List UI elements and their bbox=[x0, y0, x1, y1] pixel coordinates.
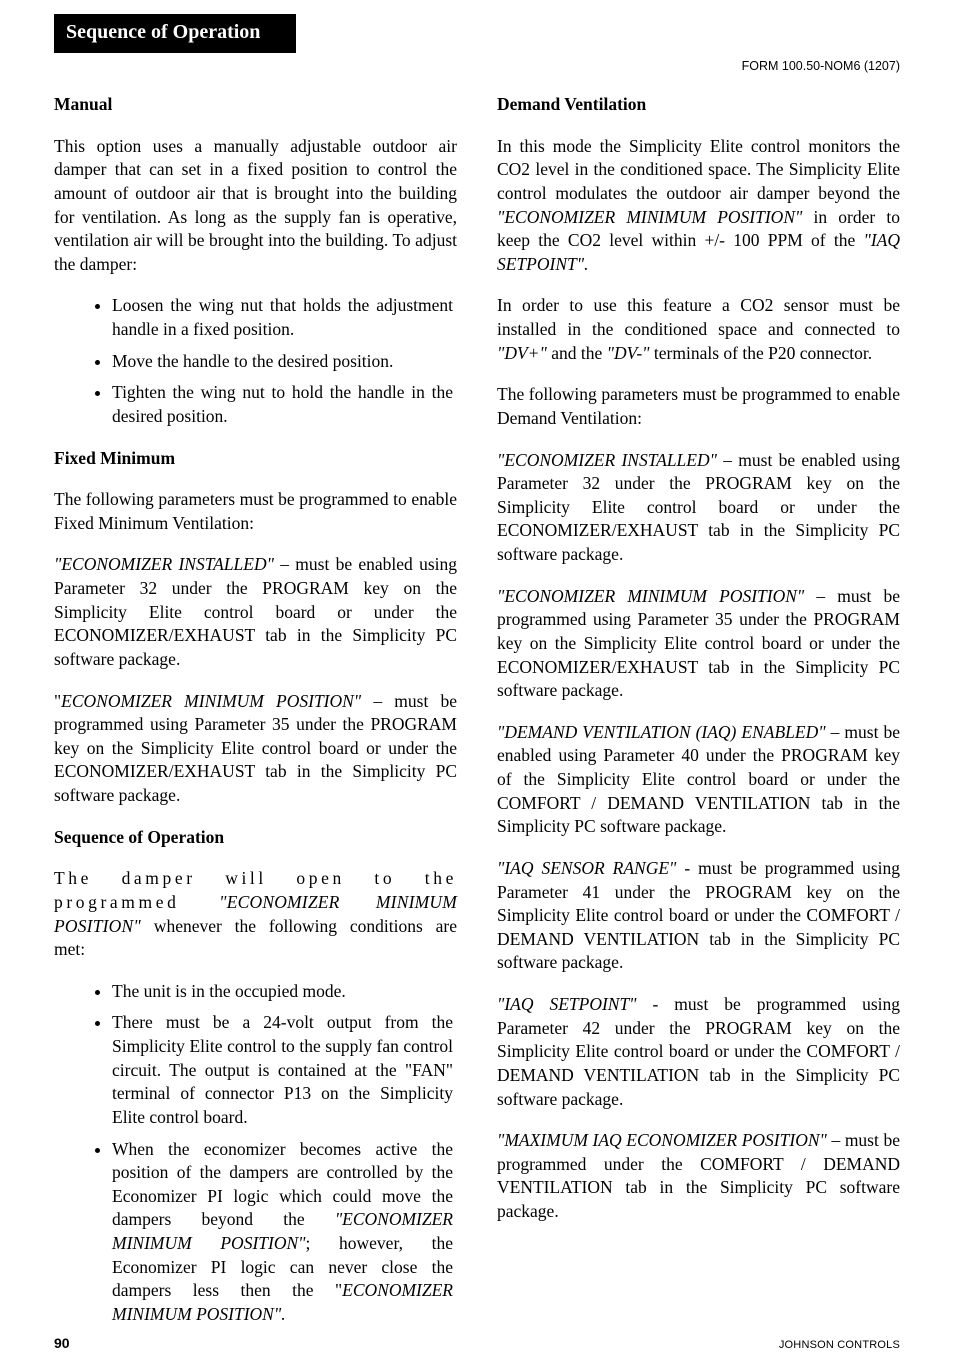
text: terminals of the P20 connector. bbox=[650, 343, 873, 363]
para-dv-iaq-enabled: "DEMAND VENTILATION (IAQ) ENABLED" – mus… bbox=[497, 721, 900, 839]
terminal-name: "DV+" bbox=[497, 343, 547, 363]
list-item: There must be a 24-volt output from the … bbox=[112, 1011, 457, 1129]
para-dv-overview: In this mode the Simplicity Elite contro… bbox=[497, 135, 900, 277]
list-item: When the economizer becomes active the p… bbox=[112, 1138, 457, 1327]
para-fixed-economizer-installed: "ECONOMIZER INSTALLED" – must be enabled… bbox=[54, 553, 457, 671]
para-dv-max-iaq-econ-pos: "MAXIMUM IAQ ECONOMIZER POSITION" – must… bbox=[497, 1129, 900, 1224]
para-fixed-intro: The following parameters must be program… bbox=[54, 488, 457, 535]
para-dv-iaq-sensor-range: "IAQ SENSOR RANGE" - must be programmed … bbox=[497, 857, 900, 975]
heading-demand-ventilation: Demand Ventilation bbox=[497, 93, 900, 117]
param-name: "ECONOMIZER MINIMUM POSITION" bbox=[497, 207, 802, 227]
section-title-bar: Sequence of Operation bbox=[54, 14, 296, 53]
heading-sequence: Sequence of Operation bbox=[54, 826, 457, 850]
list-item: Tighten the wing nut to hold the handle … bbox=[112, 381, 457, 428]
text: and the bbox=[547, 343, 607, 363]
form-id: FORM 100.50-NOM6 (1207) bbox=[54, 59, 900, 73]
param-name: "DEMAND VENTILATION (IAQ) ENABLED" bbox=[497, 722, 826, 742]
para-dv-params-intro: The following parameters must be program… bbox=[497, 383, 900, 430]
param-name: "IAQ SENSOR RANGE" bbox=[497, 858, 676, 878]
page-footer: 90 JOHNSON CONTROLS bbox=[54, 1335, 900, 1351]
right-column: Demand Ventilation In this mode the Simp… bbox=[497, 87, 900, 1345]
para-dv-sensor: In order to use this feature a CO2 senso… bbox=[497, 294, 900, 365]
param-name: "ECONOMIZER MINIMUM POSITION" bbox=[497, 586, 804, 606]
para-dv-iaq-setpoint: "IAQ SETPOINT" - must be programmed usin… bbox=[497, 993, 900, 1111]
para-dv-economizer-min-pos: "ECONOMIZER MINIMUM POSITION" – must be … bbox=[497, 585, 900, 703]
list-item: Move the handle to the desired position. bbox=[112, 350, 457, 374]
text: In this mode the Simplicity Elite contro… bbox=[497, 136, 900, 203]
param-name: ECONOMIZER MINIMUM POSITION" bbox=[61, 691, 361, 711]
list-item: Loosen the wing nut that holds the adjus… bbox=[112, 294, 457, 341]
para-manual: This option uses a manually adjustable o… bbox=[54, 135, 457, 277]
two-column-layout: Manual This option uses a manually adjus… bbox=[54, 87, 900, 1345]
text: In order to use this feature a CO2 senso… bbox=[497, 295, 900, 339]
para-dv-economizer-installed: "ECONOMIZER INSTALLED" – must be enabled… bbox=[497, 449, 900, 567]
param-name: "ECONOMIZER INSTALLED" bbox=[497, 450, 717, 470]
list-item: The unit is in the occupied mode. bbox=[112, 980, 457, 1004]
heading-manual: Manual bbox=[54, 93, 457, 117]
para-sequence-intro: The damper will open to the programmed "… bbox=[54, 867, 457, 962]
list-manual-steps: Loosen the wing nut that holds the adjus… bbox=[54, 294, 457, 428]
param-name: "MAXIMUM IAQ ECONOMIZER POSITION" bbox=[497, 1130, 827, 1150]
param-name: "IAQ SETPOINT" bbox=[497, 994, 637, 1014]
section-title: Sequence of Operation bbox=[66, 21, 260, 43]
brand-name: JOHNSON CONTROLS bbox=[779, 1339, 900, 1351]
terminal-name: "DV-" bbox=[607, 343, 650, 363]
list-sequence-conditions: The unit is in the occupied mode. There … bbox=[54, 980, 457, 1327]
document-page: Sequence of Operation FORM 100.50-NOM6 (… bbox=[0, 0, 954, 1369]
heading-fixed-minimum: Fixed Minimum bbox=[54, 447, 457, 471]
param-name: "ECONOMIZER INSTALLED" bbox=[54, 554, 274, 574]
left-column: Manual This option uses a manually adjus… bbox=[54, 87, 457, 1345]
page-number: 90 bbox=[54, 1335, 70, 1351]
para-fixed-economizer-min-pos: "ECONOMIZER MINIMUM POSITION" – must be … bbox=[54, 690, 457, 808]
